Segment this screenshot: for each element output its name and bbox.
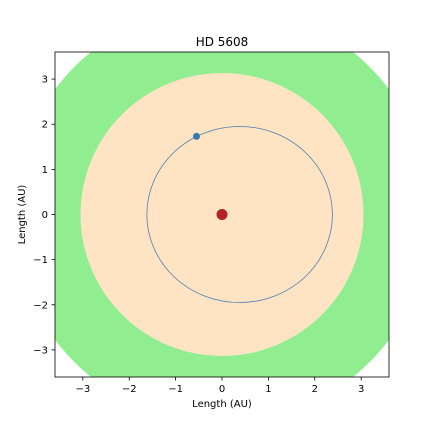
plot-area	[55, 52, 389, 377]
y-tick-label: −3	[33, 345, 48, 356]
x-tick-label: 1	[265, 384, 271, 395]
planet-orbit	[146, 126, 333, 303]
y-axis-label: Length (AU)	[17, 185, 28, 245]
y-tick-label: 0	[42, 210, 48, 221]
x-tick-label: 0	[219, 384, 225, 395]
x-tick-label: −2	[122, 384, 137, 395]
y-tick-label: −1	[33, 255, 48, 266]
x-axis-label: Length (AU)	[192, 399, 252, 410]
x-tick-label: −3	[75, 384, 90, 395]
y-axis-ticks: −3 −2 −1 0 1 2 3	[33, 75, 55, 356]
chart-title: HD 5608	[196, 35, 249, 49]
y-tick-label: 3	[42, 75, 48, 86]
x-tick-label: 3	[358, 384, 364, 395]
x-axis-ticks: −3 −2 −1 0 1 2 3	[75, 377, 364, 395]
planet-marker	[192, 132, 200, 140]
y-tick-label: 2	[42, 120, 48, 131]
x-tick-label: −1	[168, 384, 183, 395]
star-marker	[216, 209, 228, 220]
y-tick-label: −2	[33, 300, 48, 311]
x-tick-label: 2	[312, 384, 318, 395]
y-tick-label: 1	[42, 165, 48, 176]
